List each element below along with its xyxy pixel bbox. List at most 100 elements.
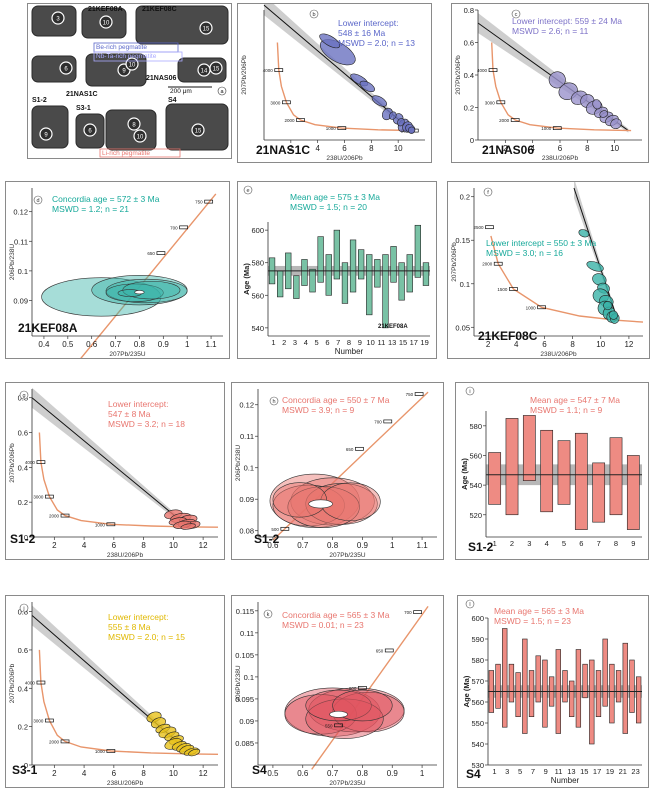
age-marker-label: 2000: [482, 262, 493, 267]
chart-svg: 550 600 650 700 0.5 0.6 0.7 0.8 0.9 1 0.085 0.09 0.0…: [235, 602, 437, 787]
age-bar: [582, 663, 588, 699]
age-marker-label: 2000: [499, 118, 510, 123]
y-tick-label: 0: [470, 136, 474, 145]
x-tick-label: 1: [185, 340, 190, 349]
sample-label: 21KEF08A: [378, 324, 408, 330]
data-ellipse: [319, 33, 341, 49]
age-marker: [296, 118, 305, 122]
analysis-spot: [59, 61, 73, 75]
x-tick-label: 0.6: [297, 769, 309, 778]
age-marker: [106, 749, 116, 753]
age-marker: [383, 419, 393, 424]
sample-label: 21KEF08A: [18, 321, 78, 335]
panel-letter: c: [515, 12, 518, 18]
y-tick-label: 0.11: [14, 237, 28, 246]
age-bar: [406, 254, 413, 293]
chart-svg: 540 560 580 600 1 2 3 4 5 6 7 8 9 10 11 13 15 17 19 Number A…: [242, 185, 430, 356]
y-tick-label: 560: [251, 291, 264, 300]
age-bar: [508, 663, 515, 703]
panel-l-chart: 530 540 550 560 570 580 590 600 1 3 5 7 9 11 13 15 17 19 2…: [457, 595, 649, 788]
age-marker: [496, 100, 506, 105]
concordia-curve: [38, 432, 219, 528]
age-marker-label: 1000: [95, 749, 106, 754]
age-marker-label: 500: [271, 527, 279, 532]
x-tick-label: 10: [596, 340, 605, 349]
y-tick-label: 0.105: [235, 651, 254, 660]
annotation-line: Lower intercept:: [108, 612, 168, 622]
panel-b-chart: 5001000200030004000246810238U/206Pb207Pb…: [237, 3, 432, 163]
age-marker-label: 700: [374, 419, 382, 424]
x-tick-label: 2: [486, 340, 491, 349]
y-tick-label: 0.8: [464, 6, 474, 15]
annotation-line: Lower intercept: 559 ± 24 Ma: [512, 16, 622, 26]
y-axis-label: 207Pb/206Pb: [9, 663, 16, 703]
y-tick-label: 540: [471, 740, 484, 749]
age-bar: [575, 649, 582, 728]
x-axis-label: 238U/206Pb: [542, 155, 579, 162]
annotation-line: Lower intercept:: [338, 18, 398, 28]
age-marker: [552, 126, 562, 130]
x-tick-label: 6: [112, 769, 117, 778]
y-tick-label: 0.09: [239, 495, 254, 504]
age-marker-label: 2000: [49, 739, 60, 744]
age-marker-label: 2500: [473, 225, 484, 230]
panel-letter: k: [267, 612, 270, 618]
x-tick-label: 10: [169, 769, 178, 778]
panel-letter: a: [220, 89, 224, 95]
age-bar: [325, 254, 332, 296]
x-tick-label: 0.8: [357, 769, 369, 778]
x-tick-label: 3: [505, 767, 509, 776]
age-marker: [537, 305, 546, 310]
age-bar: [301, 259, 308, 286]
x-tick-label: 15: [580, 767, 588, 776]
x-tick-label: 10: [366, 338, 374, 347]
y-axis-label: 207Pb/206Pb: [451, 242, 458, 282]
analysis-spot: [99, 15, 113, 29]
age-marker: [282, 100, 291, 105]
x-tick-label: 7: [597, 539, 601, 548]
age-marker-label: 600: [349, 686, 357, 691]
image-label: Be-rich pegmatite: [96, 44, 147, 51]
panel-letter-marker: [483, 187, 493, 197]
data-ellipse: [592, 99, 602, 110]
sample-label: S4: [252, 763, 267, 777]
age-bar: [569, 680, 575, 718]
age-bar: [626, 455, 640, 530]
age-bar: [505, 418, 519, 516]
age-bar: [535, 655, 541, 703]
data-ellipse: [603, 300, 613, 311]
age-bar: [622, 642, 628, 734]
y-axis-label: 206Pb/238U: [235, 445, 242, 481]
panel-a-zircon-images: 3 10 15 6 9 10 14 15 9 6 8 10 15 21KEF08A 21KEF08C Be-r…: [27, 3, 232, 159]
concordia-curve: [311, 605, 429, 770]
data-ellipse: [578, 229, 590, 238]
panel-letter-marker: [243, 185, 253, 195]
chart-svg: 520 540 560 580 1 2 3 4 5 6 7 8 9 Age (Ma) Mean age = …: [460, 386, 642, 554]
age-marker: [485, 225, 494, 230]
age-marker-label: 1500: [497, 287, 508, 292]
annotation-line: 548 ± 16 Ma: [338, 28, 385, 38]
age-bar: [341, 262, 349, 304]
concordia-curve: [80, 193, 217, 358]
age-marker: [358, 686, 367, 690]
age-marker-label: 1000: [95, 522, 106, 527]
y-tick-label: 600: [471, 614, 484, 623]
y-tick-label: 0.1: [460, 280, 470, 289]
x-axis-label: 207Pb/235U: [329, 780, 365, 787]
chart-svg: 10002000300040002468101200.20.40.60.8238…: [9, 387, 219, 559]
age-bar: [277, 270, 284, 298]
concordia-curve: [38, 649, 219, 755]
y-tick-label: 0.115: [236, 607, 254, 616]
annotation-line: MSWD = 2.0; n = 15: [108, 632, 185, 642]
image-label: S1-2: [32, 97, 47, 104]
x-tick-label: 2: [289, 144, 294, 153]
data-ellipse: [586, 261, 604, 272]
y-axis-label: 206Pb/238U: [9, 244, 16, 280]
x-tick-label: 5: [562, 539, 566, 548]
y-tick-label: 0.12: [239, 401, 254, 410]
age-bar: [309, 268, 316, 293]
y-tick-label: 590: [471, 635, 484, 644]
legend-box: [93, 51, 183, 62]
sample-label: S1-2: [254, 532, 280, 546]
data-ellipse: [371, 95, 388, 107]
